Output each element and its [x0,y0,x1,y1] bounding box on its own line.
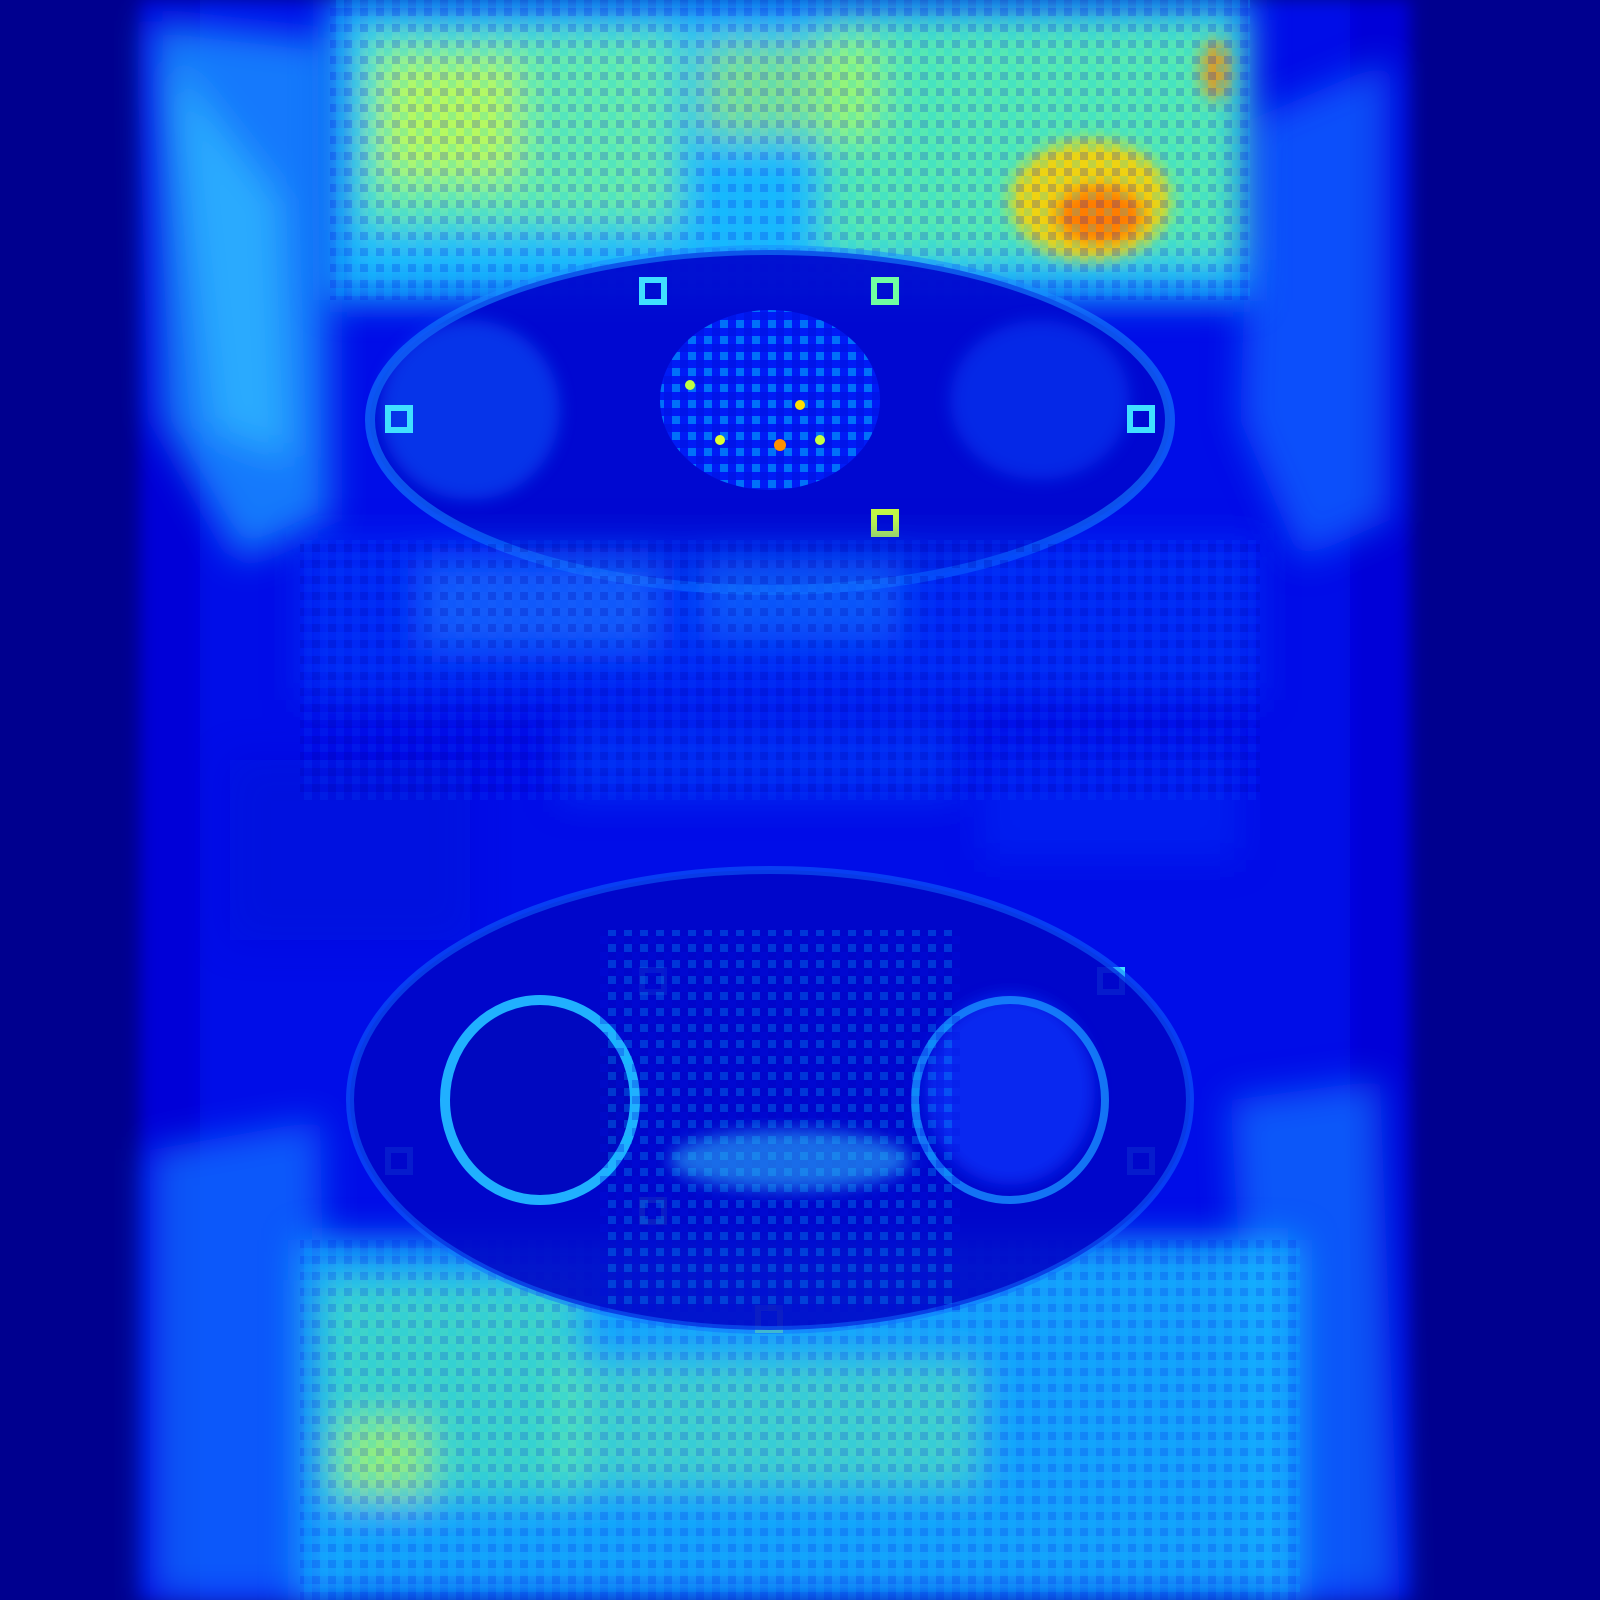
left-lower-flank [150,1120,330,1600]
upper-central-speckle [660,310,880,490]
lower-central-bright [670,1130,910,1190]
lower-central-speckle [600,930,960,1310]
left-flank [150,20,330,560]
middle-texture [300,540,1260,800]
